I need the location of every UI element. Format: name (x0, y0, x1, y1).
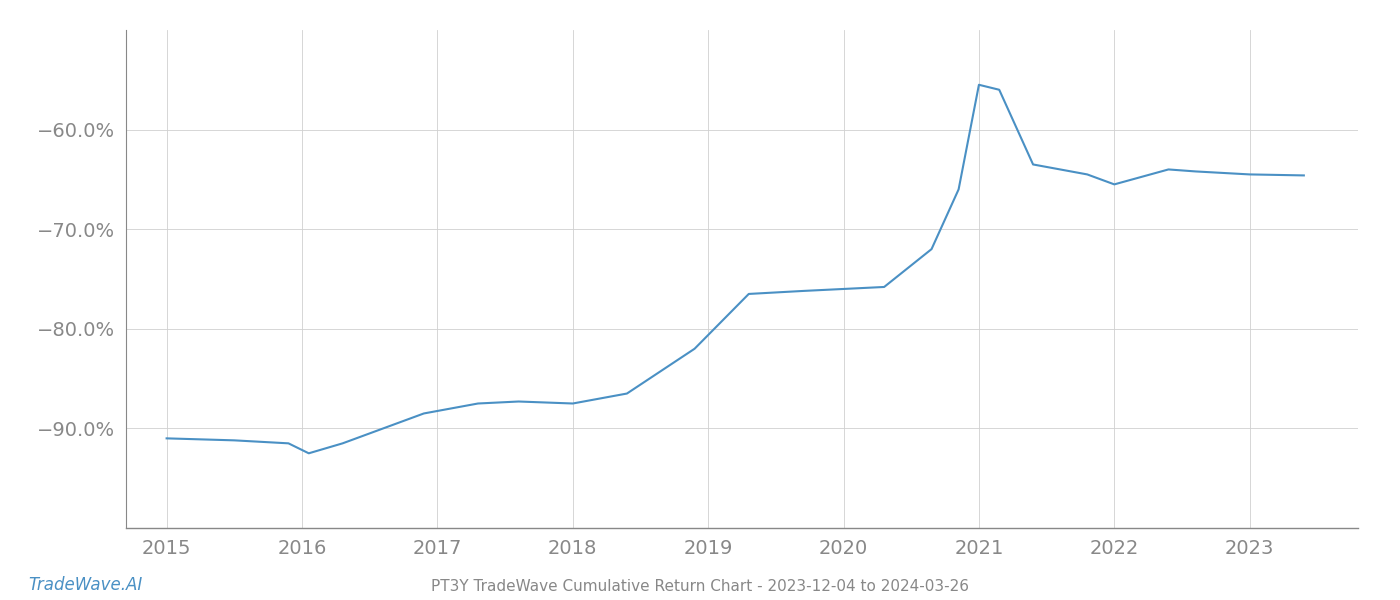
Text: TradeWave.AI: TradeWave.AI (28, 576, 143, 594)
Text: PT3Y TradeWave Cumulative Return Chart - 2023-12-04 to 2024-03-26: PT3Y TradeWave Cumulative Return Chart -… (431, 579, 969, 594)
